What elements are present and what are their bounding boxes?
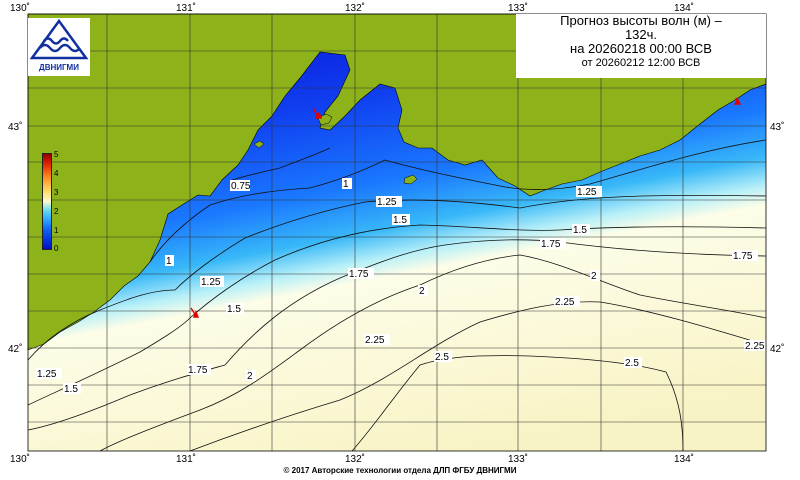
lon-bottom-133: 133˚ — [508, 453, 528, 465]
contour-label-1.25: 1.25 — [201, 277, 221, 288]
contour-label-1.25: 1.25 — [377, 197, 397, 208]
lon-bottom-132: 132˚ — [345, 453, 365, 465]
lat-left-42: 42˚ — [8, 343, 22, 355]
copyright-footer: © 2017 Авторские технологии отдела ДЛП Ф… — [283, 466, 517, 475]
contour-label-1.75: 1.75 — [349, 269, 369, 280]
contour-2.25 — [189, 301, 767, 452]
wave-contours — [27, 139, 767, 452]
contour-label-1.25: 1.25 — [577, 187, 597, 198]
contour-label-1: 1 — [166, 256, 172, 267]
logo: ДВНИГМИ — [28, 18, 90, 76]
contour-label-1.25: 1.25 — [37, 369, 57, 380]
contour-label-1: 1 — [343, 179, 349, 190]
colorbar-label-2: 2 — [54, 207, 59, 216]
contour-label-2.5: 2.5 — [625, 358, 639, 369]
colorbar — [42, 153, 52, 250]
contour-label-2: 2 — [591, 271, 597, 282]
wave-logo-icon: ДВНИГМИ — [28, 18, 90, 76]
title-line-3: на 20260218 00:00 ВСВ — [570, 41, 712, 56]
coordinate-grid — [28, 14, 766, 451]
lon-top-133: 133˚ — [508, 2, 528, 14]
contour-2.5 — [351, 355, 684, 452]
contour-label-1.5: 1.5 — [64, 384, 78, 395]
contour-label-1.75: 1.75 — [733, 251, 753, 262]
contour-label-1.5: 1.5 — [227, 304, 241, 315]
island — [253, 140, 265, 149]
lon-bottom-130: 130˚ — [10, 453, 30, 465]
title-line-1: Прогноз высоты волн (м) – — [560, 13, 722, 28]
contour-1.5-n — [189, 224, 767, 319]
island — [403, 174, 418, 185]
colorbar-label-0: 0 — [54, 244, 59, 253]
contour-label-2.25: 2.25 — [745, 341, 765, 352]
contour-label-2.25: 2.25 — [365, 335, 385, 346]
title-line-4: от 20260212 12:00 ВСВ — [581, 57, 701, 69]
lon-top-132: 132˚ — [345, 2, 365, 14]
contour-1 — [149, 139, 767, 263]
lon-bottom-131: 131˚ — [176, 453, 196, 465]
contour-label-1.75: 1.75 — [541, 239, 561, 250]
colorbar-label-1: 1 — [54, 226, 59, 235]
island — [317, 113, 333, 126]
contour-label-2.25: 2.25 — [555, 297, 575, 308]
contour-label-1.5: 1.5 — [573, 225, 587, 236]
lon-top-131: 131˚ — [176, 2, 196, 14]
forecast-title-box: Прогноз высоты волн (м) – 132ч. на 20260… — [516, 14, 766, 78]
colorbar-label-3: 3 — [54, 188, 59, 197]
svg-text:ДВНИГМИ: ДВНИГМИ — [39, 63, 79, 72]
lon-top-130: 130˚ — [10, 2, 30, 14]
contour-label-2: 2 — [247, 371, 253, 382]
contour-label-2.5: 2.5 — [435, 352, 449, 363]
contour-label-2: 2 — [419, 286, 425, 297]
contour-label-0.75: 0.75 — [231, 181, 251, 192]
contour-1.75-n — [224, 239, 767, 366]
land-mass — [27, 13, 767, 351]
contour-2 — [99, 254, 767, 452]
map-frame — [27, 13, 767, 452]
axis-labels: 130˚ 131˚ 132˚ 133˚ 134˚ 130˚ 131˚ 132˚ … — [8, 2, 784, 465]
colorbar-label-5: 5 — [54, 150, 59, 159]
contour-0.75 — [231, 147, 331, 181]
lon-top-134: 134˚ — [674, 2, 694, 14]
title-line-2: 132ч. — [624, 27, 658, 42]
colorbar-label-4: 4 — [54, 169, 59, 178]
contour-label-1.5: 1.5 — [393, 215, 407, 226]
contour-labels: 0.75 1 1 1.25 1.25 1.25 1.25 1.5 1.5 1.5… — [36, 178, 766, 395]
lon-bottom-134: 134˚ — [674, 453, 694, 465]
red-arrow-icon — [190, 97, 742, 318]
lat-right-42: 42˚ — [770, 343, 784, 355]
contour-1.25-s — [27, 289, 176, 361]
contour-label-1.75: 1.75 — [188, 365, 208, 376]
lat-left-43: 43˚ — [8, 121, 22, 133]
contour-1.5-s — [27, 317, 191, 406]
lat-right-43: 43˚ — [770, 121, 784, 133]
